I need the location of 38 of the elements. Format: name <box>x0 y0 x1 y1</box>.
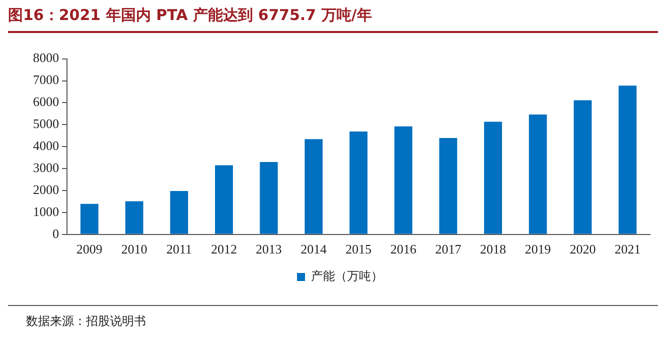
chart-title: 图16：2021 年国内 PTA 产能达到 6775.7 万吨/年 <box>8 6 372 25</box>
bar <box>214 165 233 234</box>
bar <box>350 131 368 234</box>
x-tick-label: 2018 <box>480 242 506 257</box>
bar <box>394 126 412 234</box>
y-tick-label: 7000 <box>33 72 59 88</box>
y-tick-label: 8000 <box>33 50 59 66</box>
y-tick-label: 0 <box>52 226 59 241</box>
y-tick-label: 3000 <box>33 160 59 175</box>
y-tick-label: 1000 <box>33 204 59 219</box>
y-tick-label: 2000 <box>33 182 59 197</box>
bar <box>80 204 98 234</box>
bar <box>618 86 637 234</box>
x-tick-label: 2016 <box>390 242 417 257</box>
bar <box>260 162 278 234</box>
y-tick-label: 6000 <box>33 94 59 110</box>
x-tick-label: 2009 <box>76 242 102 257</box>
bar <box>439 138 458 234</box>
x-tick-label: 2021 <box>614 242 641 257</box>
x-tick-label: 2013 <box>256 242 282 257</box>
x-tick-label: 2014 <box>300 242 328 257</box>
x-tick-label: 2019 <box>524 242 551 257</box>
y-tick-label: 4000 <box>33 138 59 154</box>
x-tick-label: 2012 <box>210 242 237 257</box>
legend-label: 产能（万吨） <box>311 269 383 284</box>
bar <box>125 201 144 234</box>
bar <box>170 190 188 234</box>
x-tick-label: 2017 <box>435 242 462 257</box>
y-tick-label: 5000 <box>33 116 59 132</box>
bar <box>304 139 323 234</box>
x-tick-label: 2011 <box>166 242 192 257</box>
bar <box>528 114 547 234</box>
x-tick-label: 2015 <box>346 242 372 257</box>
bar <box>484 122 502 234</box>
x-tick-label: 2010 <box>121 242 148 257</box>
bar <box>574 100 592 234</box>
x-tick-label: 2020 <box>570 242 596 257</box>
source-note: 数据来源：招股说明书 <box>26 313 146 330</box>
